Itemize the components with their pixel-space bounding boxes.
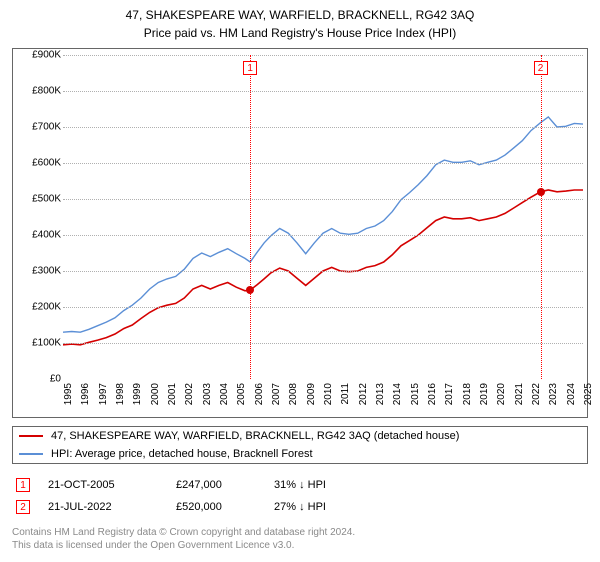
- chart-container: 47, SHAKESPEARE WAY, WARFIELD, BRACKNELL…: [0, 0, 600, 562]
- datapoint-delta: 31% ↓ HPI: [274, 479, 384, 491]
- datapoint-row: 1 21-OCT-2005 £247,000 31% ↓ HPI: [12, 474, 588, 496]
- datapoint-date: 21-OCT-2005: [48, 479, 158, 491]
- x-tick-label: 1997: [98, 383, 109, 405]
- chart-area: £0 £100K £200K £300K £400K £500K £600K £700K £80…: [12, 48, 588, 418]
- x-axis-ticks: 1995 1996 1997 1998 1999 2000 2001 2002 2003 2004…: [63, 383, 583, 417]
- y-tick-label: £200K: [17, 302, 61, 313]
- x-tick-label: 2013: [375, 383, 386, 405]
- legend-label: HPI: Average price, detached house, Brac…: [51, 448, 313, 460]
- x-tick-label: 2011: [340, 383, 351, 405]
- x-tick-label: 1995: [63, 383, 74, 405]
- x-tick-label: 2019: [479, 383, 490, 405]
- x-tick-label: 1996: [80, 383, 91, 405]
- gridline: [63, 199, 583, 200]
- reference-label-box: 2: [534, 61, 548, 75]
- series-line-price_paid: [63, 190, 583, 345]
- price-marker: [537, 188, 545, 196]
- gridline: [63, 163, 583, 164]
- gridline: [63, 343, 583, 344]
- chart-subtitle: Price paid vs. HM Land Registry's House …: [12, 26, 588, 40]
- datapoint-index-box: 1: [16, 478, 30, 492]
- gridline: [63, 307, 583, 308]
- legend-swatch: [19, 453, 43, 455]
- datapoint-date: 21-JUL-2022: [48, 501, 158, 513]
- footer-line-1: Contains HM Land Registry data © Crown c…: [12, 526, 588, 539]
- chart-title: 47, SHAKESPEARE WAY, WARFIELD, BRACKNELL…: [12, 8, 588, 22]
- x-tick-label: 2014: [392, 383, 403, 405]
- x-tick-label: 2008: [288, 383, 299, 405]
- datapoint-price: £520,000: [176, 501, 256, 513]
- datapoint-index-box: 2: [16, 500, 30, 514]
- x-tick-label: 2023: [548, 383, 559, 405]
- footer-line-2: This data is licensed under the Open Gov…: [12, 539, 588, 552]
- series-line-hpi: [63, 117, 583, 332]
- x-tick-label: 1998: [115, 383, 126, 405]
- x-tick-label: 2020: [496, 383, 507, 405]
- y-tick-label: £100K: [17, 338, 61, 349]
- legend-label: 47, SHAKESPEARE WAY, WARFIELD, BRACKNELL…: [51, 430, 459, 442]
- y-tick-label: £400K: [17, 230, 61, 241]
- legend: 47, SHAKESPEARE WAY, WARFIELD, BRACKNELL…: [12, 426, 588, 464]
- legend-item: HPI: Average price, detached house, Brac…: [13, 445, 587, 463]
- datapoint-table: 1 21-OCT-2005 £247,000 31% ↓ HPI 2 21-JUL-202…: [12, 474, 588, 518]
- y-tick-label: £500K: [17, 194, 61, 205]
- gridline: [63, 235, 583, 236]
- y-tick-label: £300K: [17, 266, 61, 277]
- x-tick-label: 2004: [219, 383, 230, 405]
- x-tick-label: 2022: [531, 383, 542, 405]
- x-tick-label: 2012: [358, 383, 369, 405]
- x-tick-label: 2002: [184, 383, 195, 405]
- x-tick-label: 2003: [202, 383, 213, 405]
- x-tick-label: 2005: [236, 383, 247, 405]
- x-tick-label: 2015: [410, 383, 421, 405]
- y-tick-label: £700K: [17, 122, 61, 133]
- reference-label-box: 1: [243, 61, 257, 75]
- gridline: [63, 127, 583, 128]
- x-tick-label: 2017: [444, 383, 455, 405]
- x-tick-label: 2025: [583, 383, 594, 405]
- legend-swatch: [19, 435, 43, 437]
- plot-area: 12: [63, 55, 583, 379]
- gridline: [63, 91, 583, 92]
- x-tick-label: 2018: [462, 383, 473, 405]
- gridline: [63, 271, 583, 272]
- x-tick-label: 2000: [150, 383, 161, 405]
- title-block: 47, SHAKESPEARE WAY, WARFIELD, BRACKNELL…: [12, 8, 588, 40]
- line-series: [63, 55, 583, 379]
- y-tick-label: £900K: [17, 50, 61, 61]
- footer-text: Contains HM Land Registry data © Crown c…: [12, 526, 588, 552]
- price-marker: [246, 286, 254, 294]
- x-tick-label: 2009: [306, 383, 317, 405]
- x-tick-label: 2006: [254, 383, 265, 405]
- x-tick-label: 1999: [132, 383, 143, 405]
- legend-item: 47, SHAKESPEARE WAY, WARFIELD, BRACKNELL…: [13, 427, 587, 445]
- datapoint-delta: 27% ↓ HPI: [274, 501, 384, 513]
- x-tick-label: 2001: [167, 383, 178, 405]
- reference-line: [541, 55, 542, 379]
- y-tick-label: £0: [17, 374, 61, 385]
- y-tick-label: £800K: [17, 86, 61, 97]
- datapoint-row: 2 21-JUL-2022 £520,000 27% ↓ HPI: [12, 496, 588, 518]
- datapoint-price: £247,000: [176, 479, 256, 491]
- gridline: [63, 55, 583, 56]
- x-tick-label: 2024: [566, 383, 577, 405]
- y-tick-label: £600K: [17, 158, 61, 169]
- x-tick-label: 2010: [323, 383, 334, 405]
- reference-line: [250, 55, 251, 379]
- x-tick-label: 2007: [271, 383, 282, 405]
- x-tick-label: 2016: [427, 383, 438, 405]
- x-tick-label: 2021: [514, 383, 525, 405]
